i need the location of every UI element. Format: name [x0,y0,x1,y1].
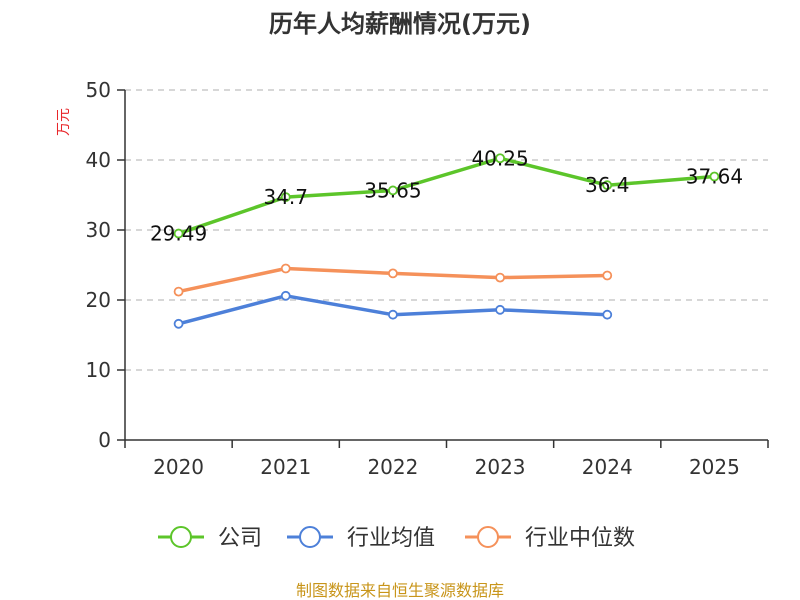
data-label-2024: 36.4 [585,173,630,197]
y-tick-label-20: 20 [86,288,111,312]
legend-item-2: 行业中位数 [465,526,635,551]
gridlines [125,89,768,371]
data-label-2022: 35.65 [364,178,421,202]
y-tick-label-10: 10 [86,358,111,382]
x-tick-label-2025: 2025 [689,455,740,479]
x-tick-label-2020: 2020 [153,455,204,479]
x-tick-label-2022: 2022 [367,455,418,479]
point-0-2021 [280,192,291,203]
point-1-2021 [280,290,291,301]
legend-label-0: 公司 [218,526,262,551]
y-axis-label: 万元 [56,108,72,136]
x-tick-label-2021: 2021 [260,455,311,479]
point-0-2022 [388,185,398,196]
legend-label-2: 行业中位数 [525,526,635,551]
data-label-2021: 34.7 [263,185,308,209]
axes: 0 10 20 30 40 50 2020 2021 2022 2023 2024 2025 [86,78,769,479]
source-note: 制图数据来自恒生聚源数据库 [296,581,504,600]
legend-marker-1 [299,526,321,548]
point-1-2023 [495,304,505,315]
series-0 [173,153,720,239]
point-1-2024 [602,309,613,320]
data-labels: 29.49 34.7 35.65 40.25 36.4 37.64 [150,146,743,245]
data-label-2025: 37.64 [686,165,743,189]
x-tick-label-2024: 2024 [582,455,633,479]
data-label-2020: 29.49 [150,222,207,246]
point-2-2024 [602,270,613,281]
legend-item-1: 行业均值 [287,526,435,551]
series-layer [173,153,720,329]
point-0-2024 [602,180,613,191]
y-tick-label-50: 50 [86,78,111,102]
point-2-2020 [173,286,184,297]
point-0-2025 [709,171,720,182]
legend-marker-2 [477,526,499,548]
data-label-2023: 40.25 [471,146,528,170]
y-tick-label-30: 30 [86,218,111,242]
point-1-2020 [173,318,184,329]
legend-marker-0 [170,526,192,548]
legend-item-0: 公司 [158,526,262,551]
point-0-2023 [495,153,505,164]
point-0-2020 [173,228,184,239]
x-tick-label-2023: 2023 [475,455,526,479]
legend: 公司 行业均值 行业中位数 [158,526,635,551]
legend-label-1: 行业均值 [347,526,435,551]
chart-title: 历年人均薪酬情况(万元) [269,10,531,38]
series-line-0 [178,156,715,236]
y-tick-label-0: 0 [98,428,111,452]
point-2-2023 [495,272,505,283]
y-tick-label-40: 40 [86,148,111,172]
series-2 [173,263,613,297]
point-1-2022 [388,309,398,320]
point-2-2021 [280,263,291,274]
point-2-2022 [388,268,398,279]
series-1 [173,290,613,329]
